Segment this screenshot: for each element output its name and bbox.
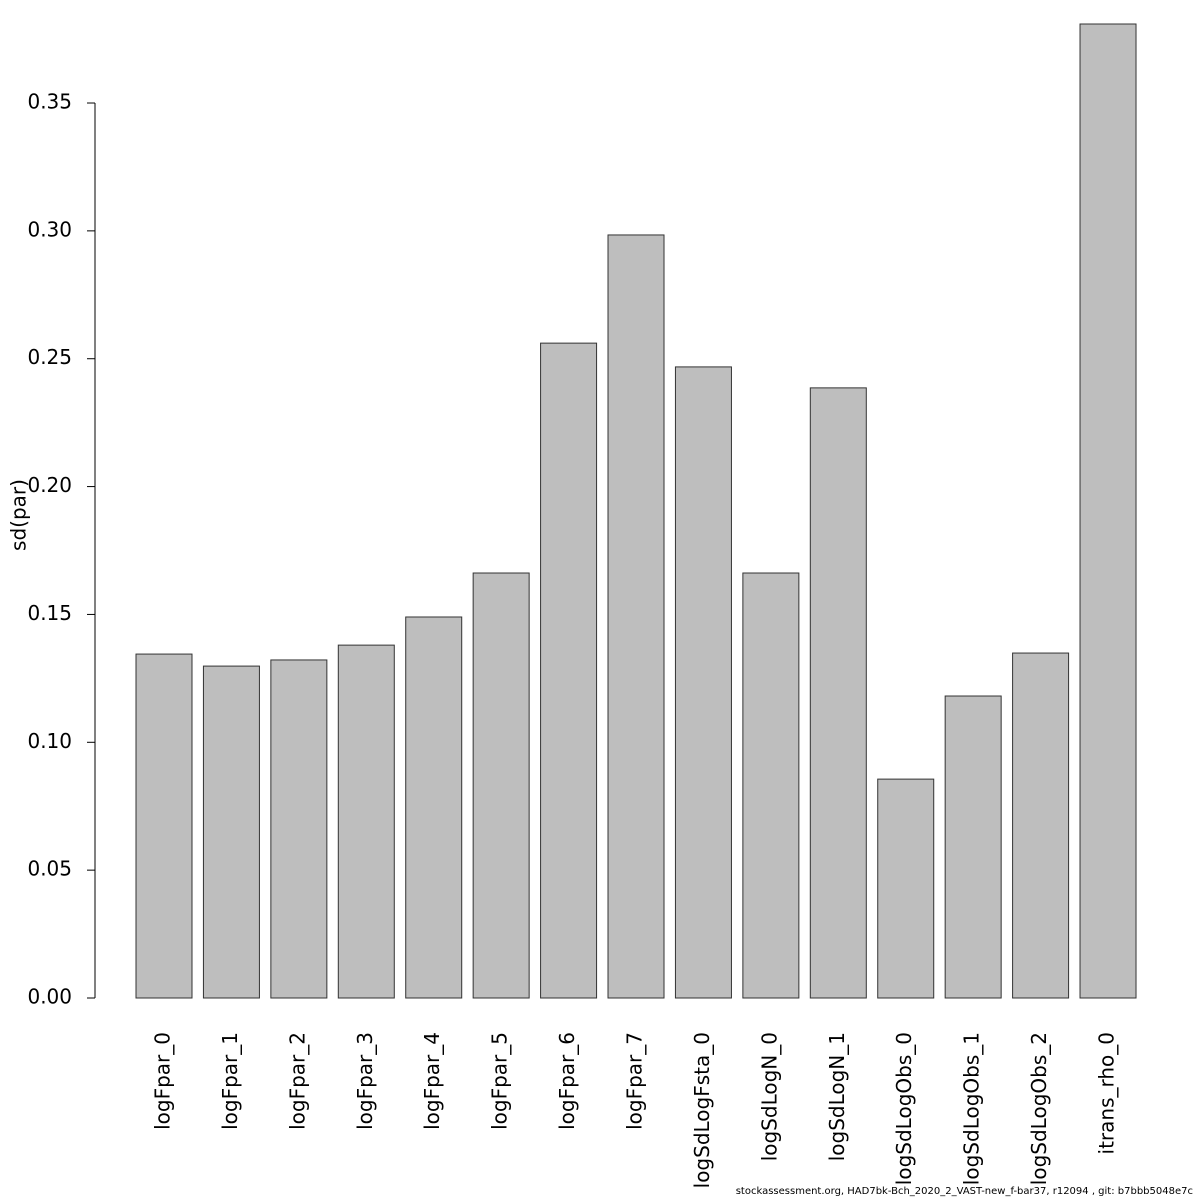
bar: [1079, 23, 1137, 999]
y-tick-label: 0.10: [27, 729, 72, 753]
x-tick-label: logFpar_4: [420, 1032, 444, 1130]
y-tick-label: 0.25: [27, 345, 72, 369]
x-tick-label: logFpar_5: [488, 1032, 512, 1130]
y-tick-label: 0.00: [27, 985, 72, 1009]
caption: stockassessment.org, HAD7bk-Bch_2020_2_V…: [736, 1186, 1193, 1197]
bar: [202, 665, 260, 999]
x-tick-label: logFpar_3: [353, 1032, 377, 1130]
x-tick-label: logSdLogN_1: [825, 1032, 849, 1161]
bar: [809, 387, 867, 999]
x-tick-label: logSdLogObs_0: [892, 1032, 916, 1185]
y-tick-label: 0.05: [27, 857, 72, 881]
x-tick-label: logFpar_1: [218, 1032, 242, 1130]
y-tick-label: 0.35: [27, 90, 72, 114]
x-tick-label: logFpar_6: [555, 1032, 579, 1130]
x-tick-label: logSdLogN_0: [757, 1032, 781, 1161]
y-axis-label: sd(par): [7, 479, 31, 551]
y-tick-label: 0.15: [27, 601, 72, 625]
bar: [877, 778, 935, 999]
bar: [540, 342, 598, 999]
bar: [270, 659, 328, 999]
bar: [337, 644, 395, 999]
x-tick-label: logFpar_0: [151, 1032, 175, 1130]
bar: [607, 234, 665, 999]
x-tick-label: logSdLogObs_1: [960, 1032, 984, 1185]
y-tick-label: 0.20: [27, 473, 72, 497]
y-tick-label: 0.30: [27, 217, 72, 241]
bar: [742, 572, 800, 999]
x-tick-label: logFpar_7: [623, 1032, 647, 1130]
bar: [135, 653, 193, 999]
bar: [944, 695, 1002, 999]
x-tick-label: logSdLogObs_2: [1027, 1032, 1051, 1185]
bar: [674, 366, 732, 999]
x-tick-label: logFpar_2: [285, 1032, 309, 1130]
x-tick-label: logSdLogFsta_0: [690, 1032, 714, 1188]
x-tick-label: itrans_rho_0: [1095, 1032, 1119, 1154]
bar: [405, 616, 463, 999]
bar: [472, 572, 530, 999]
bar: [1012, 652, 1070, 999]
